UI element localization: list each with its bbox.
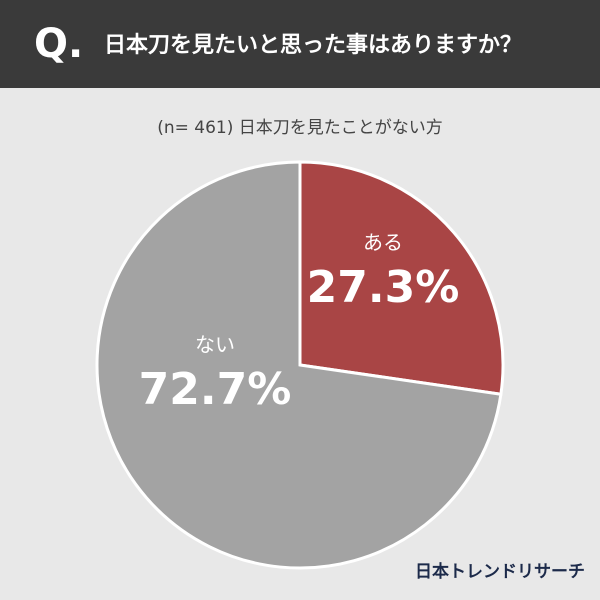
brand-logo: 日本トレンドリサーチ [415,561,585,582]
pie-slice [298,160,505,396]
header-bar [0,0,600,88]
chart-title: 日本刀を見たいと思った事はありますか？ [104,32,522,58]
pie-slice [95,160,503,570]
slice-value-label: 27.3% [307,262,460,313]
slice-value-label: 72.7% [139,364,292,415]
slice-category-label: ない [195,333,235,357]
slice-category-label: ある [363,231,403,255]
header-label: Q. [34,21,83,67]
chart-subtitle: (n= 461) 日本刀を見たことがない方 [157,118,443,138]
